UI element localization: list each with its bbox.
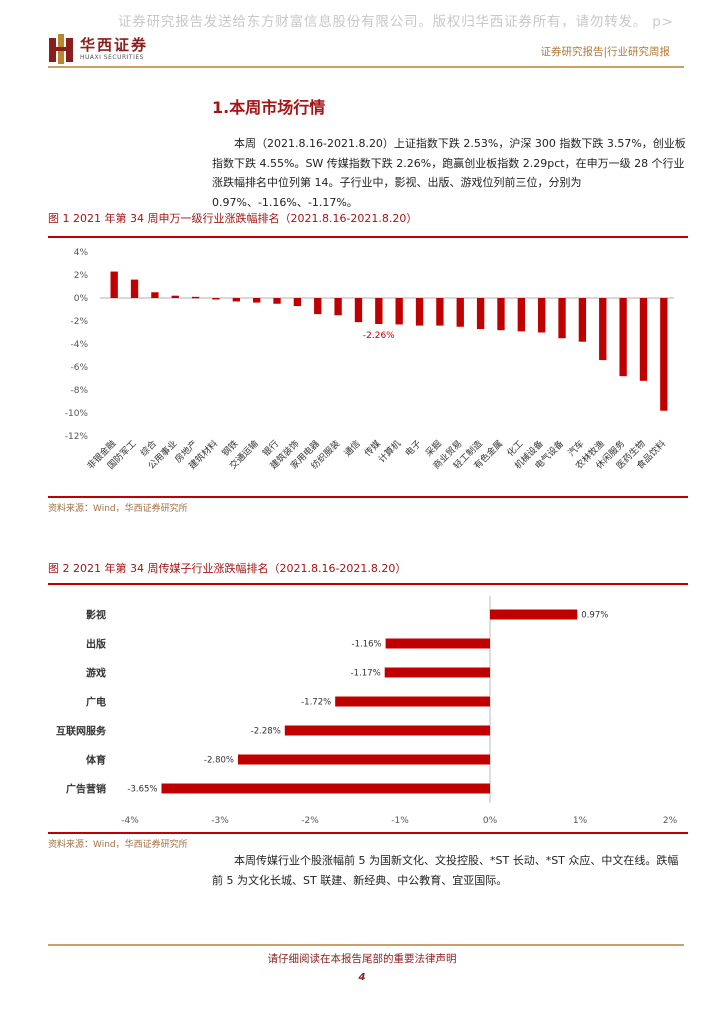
y-tick-label: -6%: [70, 363, 88, 373]
bar: [436, 298, 444, 326]
x-tick-label: 计算机: [376, 438, 404, 466]
figure2-title: 图 2 2021 年第 34 周传媒子行业涨跌幅排名（2021.8.16-202…: [48, 562, 407, 575]
page-number: 4: [358, 972, 366, 983]
data-label: -2.26%: [363, 331, 395, 341]
category-label: 广告营销: [66, 783, 106, 796]
bar: [293, 298, 302, 307]
y-tick-label: 0%: [74, 294, 89, 304]
figure1-title: 图 1 2021 年第 34 周申万一级行业涨跌幅排名（2021.8.16-20…: [48, 212, 418, 225]
y-tick-label: -12%: [65, 432, 89, 442]
bar: [314, 298, 322, 315]
x-tick-label: -1%: [391, 816, 409, 826]
y-tick-label: 2%: [74, 271, 89, 281]
bar: [385, 638, 490, 649]
category-label: 体育: [86, 754, 106, 767]
huaxi-logo-icon: [49, 34, 73, 64]
footer-divider: [48, 944, 684, 946]
x-tick-label: 0%: [483, 816, 498, 826]
y-tick-label: -4%: [70, 340, 88, 350]
bar: [375, 298, 383, 324]
bar: [599, 298, 607, 361]
figure2-source: 资料来源：Wind，华西证券研究所: [48, 840, 188, 850]
figure1-top-rule: [48, 236, 688, 238]
y-tick-label: -2%: [70, 317, 88, 327]
category-label: 出版: [86, 638, 106, 651]
bar: [151, 292, 159, 298]
x-tick-label: 2%: [663, 816, 678, 826]
header-divider: [48, 66, 684, 68]
category-label: 影视: [86, 609, 106, 622]
company-logo: 华西证券 HUAXI SECURITIES: [48, 34, 168, 66]
bar: [191, 296, 200, 299]
bar: [110, 271, 118, 298]
bar: [517, 298, 525, 332]
figure2-bottom-rule: [48, 832, 688, 834]
data-label: -1.72%: [301, 698, 331, 708]
x-tick-label: -3%: [211, 816, 229, 826]
category-label: 游戏: [86, 667, 106, 680]
x-tick-label: -4%: [121, 816, 139, 826]
bar: [335, 696, 490, 707]
data-label: -1.17%: [351, 669, 381, 679]
bar: [232, 298, 240, 302]
logo-name-cn: 华西证券: [80, 36, 149, 54]
bar: [384, 667, 490, 678]
bar: [497, 298, 505, 331]
bar: [212, 298, 220, 300]
report-type-label: 证券研究报告|行业研究周报: [540, 46, 670, 58]
bar: [238, 754, 490, 765]
category-label: 互联网服务: [56, 725, 107, 738]
bar: [253, 298, 261, 303]
y-tick-label: -8%: [70, 386, 88, 396]
bar: [395, 298, 403, 325]
logo-name-en: HUAXI SECURITIES: [80, 54, 144, 61]
bar: [538, 298, 546, 333]
figure1-bottom-rule: [48, 496, 688, 498]
bar: [415, 298, 424, 326]
legal-notice: 请仔细阅读在本报告尾部的重要法律声明: [267, 953, 457, 965]
bar: [619, 298, 627, 377]
bar: [490, 609, 578, 620]
bar: [161, 783, 490, 794]
bar: [660, 298, 668, 411]
market-summary-paragraph: 本周（2021.8.16-2021.8.20）上证指数下跌 2.53%，沪深 3…: [212, 137, 686, 209]
data-label: -1.16%: [352, 640, 382, 650]
bar: [284, 725, 490, 736]
bar: [171, 295, 179, 298]
bar: [578, 298, 587, 342]
data-label: -2.28%: [251, 727, 281, 737]
bar: [273, 298, 281, 304]
figure1-source: 资料来源：Wind，华西证券研究所: [48, 504, 188, 514]
data-label: 0.97%: [581, 611, 608, 621]
x-tick-label: 1%: [573, 816, 588, 826]
data-label: -2.80%: [204, 756, 234, 766]
copyright-watermark: 证券研究报告发送给东方财富信息股份有限公司。版权归华西证券所有，请勿转发。 p>: [118, 14, 674, 30]
bar: [476, 298, 485, 330]
y-tick-label: 4%: [74, 248, 89, 258]
bar: [558, 298, 566, 339]
bar: [334, 298, 342, 316]
section-title: 1.本周市场行情: [212, 98, 326, 117]
x-tick-label: -2%: [301, 816, 319, 826]
x-tick-label: 通信: [341, 438, 362, 459]
bar: [639, 298, 648, 381]
bar: [354, 298, 363, 323]
x-tick-label: 电子: [402, 438, 423, 459]
bar: [456, 298, 464, 327]
bar: [130, 279, 139, 298]
media-subsector-chart: 影视 0.97% 出版 -1.16% 游戏 -1.17% 广电 -1.72% 互联网服务 -2.2…: [56, 596, 678, 826]
y-tick-label: -10%: [65, 409, 89, 419]
data-label: -3.65%: [127, 785, 157, 795]
figure2-top-rule: [48, 583, 688, 585]
stock-movers-paragraph: 本周传媒行业个股涨幅前 5 为国新文化、文投控股、*ST 长动、*ST 众应、中…: [212, 854, 679, 887]
category-label: 广电: [86, 696, 106, 709]
